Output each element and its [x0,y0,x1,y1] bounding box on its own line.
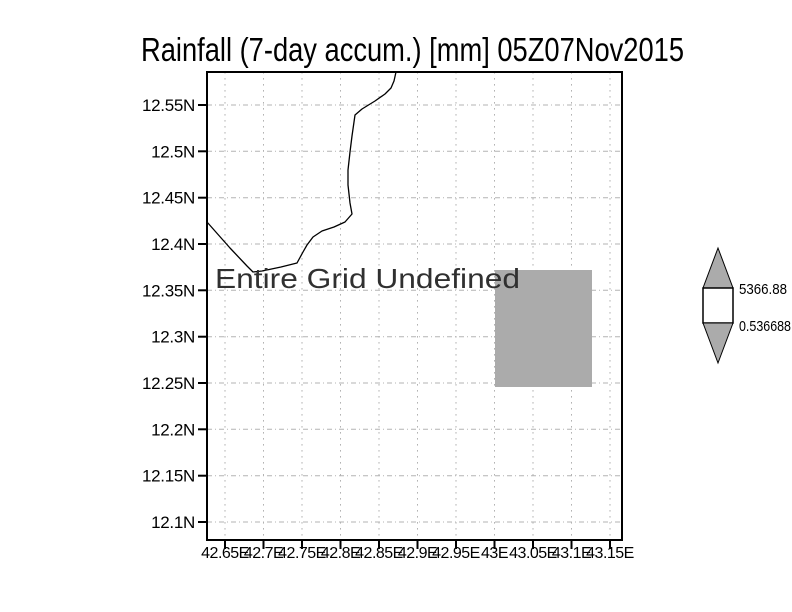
lat-label: 12.2N [151,420,195,439]
lat-label: 12.1N [151,513,195,532]
lat-label: 12.3N [151,328,195,347]
colorbar: 5366.88 0.536688 [702,246,791,365]
lat-axis-labels: 12.55N 12.5N 12.45N 12.4N 12.35N 12.3N 12.25N 1… [142,96,195,532]
lon-label: 42.65E [201,545,249,562]
axis-ticks [198,104,611,549]
lat-label: 12.5N [151,142,195,161]
lon-label: 43.15E [586,545,634,562]
lon-label: 42.7E [244,545,283,562]
colorbar-min-label: 0.536688 [739,318,791,335]
lon-label: 43E [481,545,508,562]
colorbar-upper-arrow [702,246,734,289]
lon-label: 43.05E [509,545,557,562]
colorbar-max-label: 5366.88 [739,281,787,298]
undefined-annotation: Entire Grid Undefined [215,263,520,294]
lat-label: 12.4N [151,235,195,254]
lon-label: 43.1E [552,545,591,562]
colorbar-range-box [702,287,734,324]
coastline [206,71,397,273]
lon-label: 42.75E [278,545,326,562]
lat-label: 12.45N [142,189,195,208]
colorbar-lower-arrow [702,322,734,365]
lon-label: 42.85E [355,545,403,562]
lat-label: 12.55N [142,96,195,115]
lon-label: 42.8E [321,545,360,562]
lat-label: 12.35N [142,281,195,300]
undefined-region [495,270,592,387]
plot-title: Rainfall (7-day accum.) [mm] 05Z07Nov201… [141,31,684,68]
lat-label: 12.15N [142,467,195,486]
lon-label: 42.9E [398,545,437,562]
map-frame [206,71,623,541]
lon-label: 42.95E [432,545,480,562]
lat-label: 12.25N [142,374,195,393]
